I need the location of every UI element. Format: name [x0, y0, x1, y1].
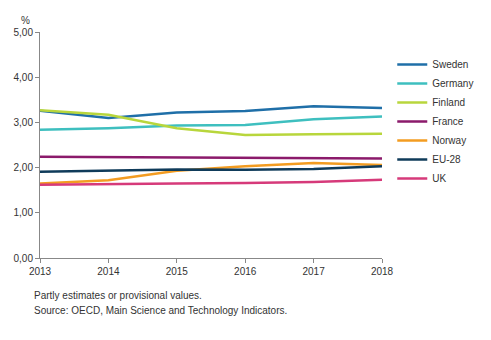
svg-text:2015: 2015 — [166, 266, 189, 277]
svg-text:0,00: 0,00 — [14, 253, 34, 264]
svg-text:1,00: 1,00 — [14, 207, 34, 218]
svg-text:3,00: 3,00 — [14, 117, 34, 128]
svg-text:5,00: 5,00 — [14, 27, 34, 38]
svg-text:2018: 2018 — [371, 266, 394, 277]
svg-text:2016: 2016 — [234, 266, 257, 277]
svg-text:Finland: Finland — [432, 97, 465, 108]
svg-text:Norway: Norway — [432, 135, 466, 146]
svg-text:2017: 2017 — [302, 266, 325, 277]
svg-text:France: France — [432, 116, 464, 127]
svg-text:Germany: Germany — [432, 78, 473, 89]
svg-text:Source: OECD, Main Science and: Source: OECD, Main Science and Technolog… — [34, 305, 287, 316]
svg-text:2,00: 2,00 — [14, 162, 34, 173]
svg-text:Partly estimates or provisiona: Partly estimates or provisional values. — [34, 290, 202, 301]
svg-text:UK: UK — [432, 173, 446, 184]
svg-text:2014: 2014 — [97, 266, 120, 277]
svg-text:Sweden: Sweden — [432, 59, 468, 70]
svg-text:4,00: 4,00 — [14, 72, 34, 83]
svg-text:%: % — [21, 15, 30, 26]
svg-text:2013: 2013 — [29, 266, 52, 277]
svg-text:EU-28: EU-28 — [432, 154, 461, 165]
